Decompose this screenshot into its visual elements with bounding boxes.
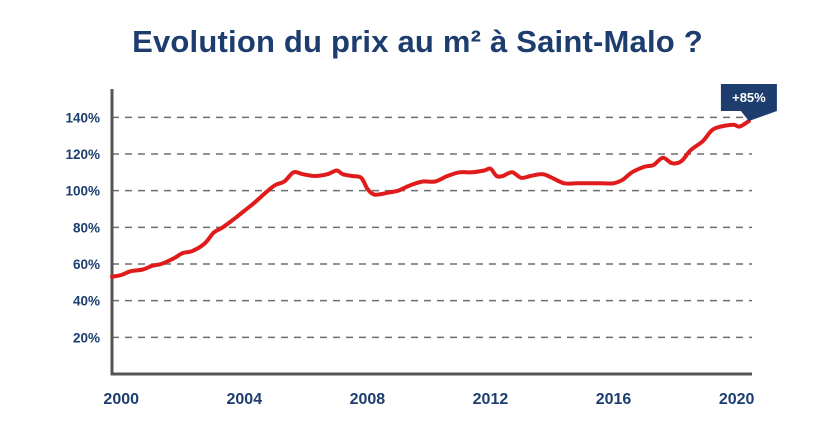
y-tick-label: 120%: [65, 147, 100, 162]
x-tick-label: 2020: [719, 391, 755, 408]
badge-shape: [720, 84, 777, 121]
price-series: [110, 119, 751, 279]
x-tick-labels: 2000 2004 2008 2012 2016 2020: [103, 391, 754, 408]
y-tick-label: 20%: [73, 330, 100, 345]
chart-title: Evolution du prix au m² à Saint-Malo ?: [132, 24, 703, 59]
x-tick-label: 2004: [227, 391, 263, 408]
axes: [110, 89, 752, 376]
x-tick-label: 2000: [103, 391, 139, 408]
y-tick-label: 40%: [73, 294, 100, 309]
y-tick-label: 80%: [73, 220, 100, 235]
x-tick-label: 2016: [596, 391, 632, 408]
y-tick-labels: 20% 40% 60% 80% 100% 120% 140%: [65, 110, 100, 345]
badge-label: +85%: [732, 90, 766, 105]
series-line: [110, 119, 751, 279]
y-tick-label: 60%: [73, 257, 100, 272]
gridlines: [112, 116, 752, 339]
y-tick-label: 140%: [65, 110, 100, 125]
x-tick-label: 2012: [473, 391, 509, 408]
x-tick-label: 2008: [350, 391, 386, 408]
y-tick-label: 100%: [65, 184, 100, 199]
change-badge: +85%: [720, 84, 777, 121]
